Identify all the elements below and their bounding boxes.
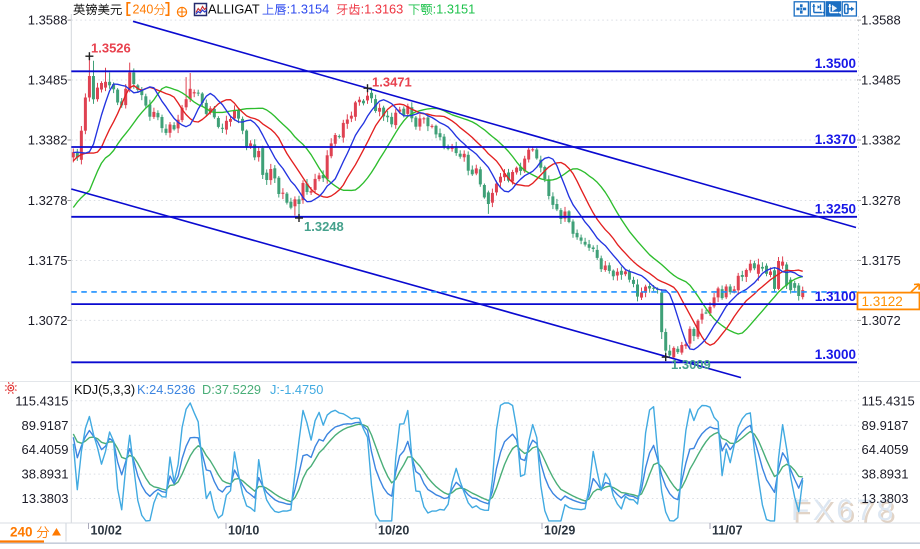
- svg-text:1.3000: 1.3000: [815, 347, 856, 362]
- svg-text:10/29: 10/29: [544, 524, 575, 538]
- svg-text:1.3500: 1.3500: [815, 56, 856, 71]
- svg-text:1.3072: 1.3072: [28, 313, 68, 328]
- svg-text:1.3175: 1.3175: [861, 253, 901, 268]
- svg-text:D:37.5229: D:37.5229: [202, 382, 261, 397]
- svg-text:10/02: 10/02: [91, 524, 122, 538]
- svg-text:1.3100: 1.3100: [815, 289, 856, 304]
- svg-text::1.3151: :1.3151: [433, 2, 476, 17]
- svg-text:13.3803: 13.3803: [862, 491, 909, 506]
- svg-text:1.3526: 1.3526: [91, 41, 131, 56]
- svg-text:1.3278: 1.3278: [861, 193, 901, 208]
- svg-text:1.3382: 1.3382: [861, 133, 901, 148]
- svg-text:64.4059: 64.4059: [862, 442, 909, 457]
- svg-text:115.4315: 115.4315: [15, 393, 68, 408]
- svg-text:FX678: FX678: [791, 494, 897, 527]
- svg-text:240: 240: [10, 525, 33, 540]
- svg-text:1.3278: 1.3278: [28, 193, 68, 208]
- svg-text:10/10: 10/10: [228, 524, 259, 538]
- svg-text:89.9187: 89.9187: [22, 418, 69, 433]
- svg-text:13.3803: 13.3803: [22, 491, 69, 506]
- svg-text:1.3009: 1.3009: [671, 357, 711, 372]
- svg-text:38.8931: 38.8931: [22, 467, 69, 482]
- svg-text:11/07: 11/07: [712, 524, 743, 538]
- svg-text:1.3175: 1.3175: [28, 253, 68, 268]
- svg-text::1.3163: :1.3163: [361, 2, 404, 17]
- svg-text::1.3154: :1.3154: [287, 2, 330, 17]
- svg-text:1.3588: 1.3588: [861, 13, 901, 28]
- svg-text:1.3072: 1.3072: [861, 313, 901, 328]
- svg-text:64.4059: 64.4059: [22, 442, 69, 457]
- svg-text:1.3122: 1.3122: [862, 294, 903, 309]
- svg-text:1.3248: 1.3248: [304, 219, 344, 234]
- svg-text:1.3250: 1.3250: [815, 202, 856, 217]
- svg-text:ALLIGAT: ALLIGAT: [208, 2, 260, 17]
- svg-text:FX678: FX678: [793, 496, 899, 529]
- svg-text:1.3471: 1.3471: [372, 75, 412, 90]
- svg-text:38.8931: 38.8931: [862, 467, 909, 482]
- svg-text:10/20: 10/20: [378, 524, 409, 538]
- svg-text:K:24.5236: K:24.5236: [137, 382, 195, 397]
- svg-text:240: 240: [133, 3, 154, 17]
- svg-text:1.3382: 1.3382: [28, 133, 68, 148]
- svg-text:J:-1.4750: J:-1.4750: [270, 382, 323, 397]
- svg-text:KDJ(5,3,3): KDJ(5,3,3): [74, 382, 135, 397]
- svg-text:1.3485: 1.3485: [861, 73, 901, 88]
- svg-text:1.3370: 1.3370: [815, 132, 856, 147]
- svg-text:1.3588: 1.3588: [28, 13, 68, 28]
- svg-text:115.4315: 115.4315: [862, 393, 915, 408]
- svg-text:89.9187: 89.9187: [862, 418, 909, 433]
- svg-text:1.3485: 1.3485: [28, 73, 68, 88]
